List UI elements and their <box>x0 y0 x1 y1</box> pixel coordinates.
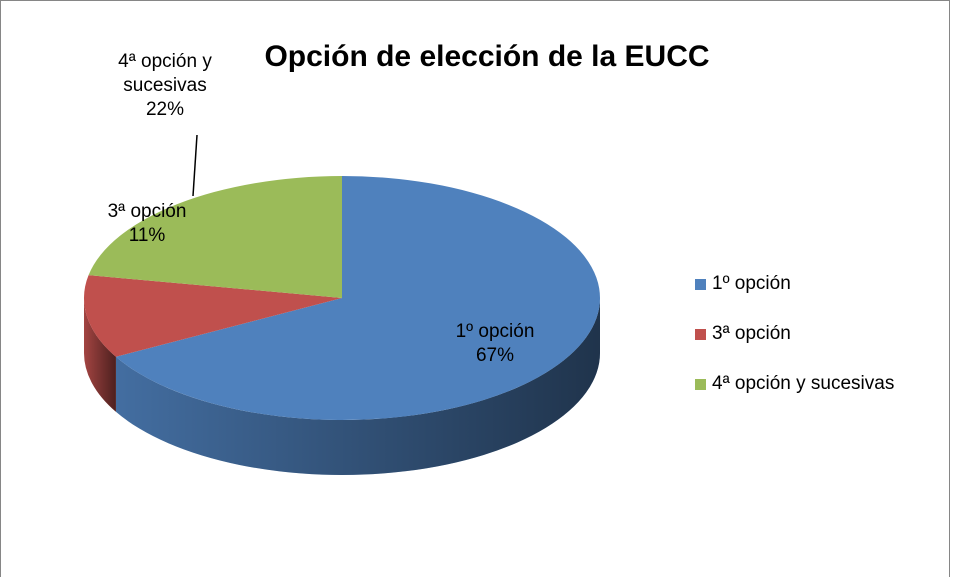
label-text: 67% <box>475 345 515 366</box>
label-text: 1º opción <box>455 321 535 342</box>
pie <box>83 176 601 475</box>
label-text: 4ª opción y sucesivas <box>118 51 212 96</box>
legend-swatch <box>695 379 706 390</box>
slice <box>115 176 601 420</box>
data-label: 3ª opción 11% <box>82 200 212 248</box>
label-text: 22% <box>145 99 185 120</box>
slice-side-shade <box>84 298 116 412</box>
label-text: 3ª opción <box>107 201 187 222</box>
chart-title: Opción de elección de la EUCC <box>264 40 709 73</box>
slice <box>88 176 343 298</box>
legend-swatch <box>695 329 706 340</box>
data-label: 1º opción 67% <box>430 320 560 368</box>
label-text: 11% <box>128 225 166 246</box>
legend-label: 3ª opción <box>712 323 791 344</box>
slice-side-shade <box>115 298 601 475</box>
legend-label: 4ª opción y sucesivas <box>712 373 895 394</box>
leader-line <box>192 134 198 197</box>
data-label: 4ª opción y sucesivas 22% <box>100 50 230 122</box>
legend-swatch <box>695 279 706 290</box>
slice <box>83 275 342 357</box>
legend-label: 1º opción <box>712 273 791 294</box>
